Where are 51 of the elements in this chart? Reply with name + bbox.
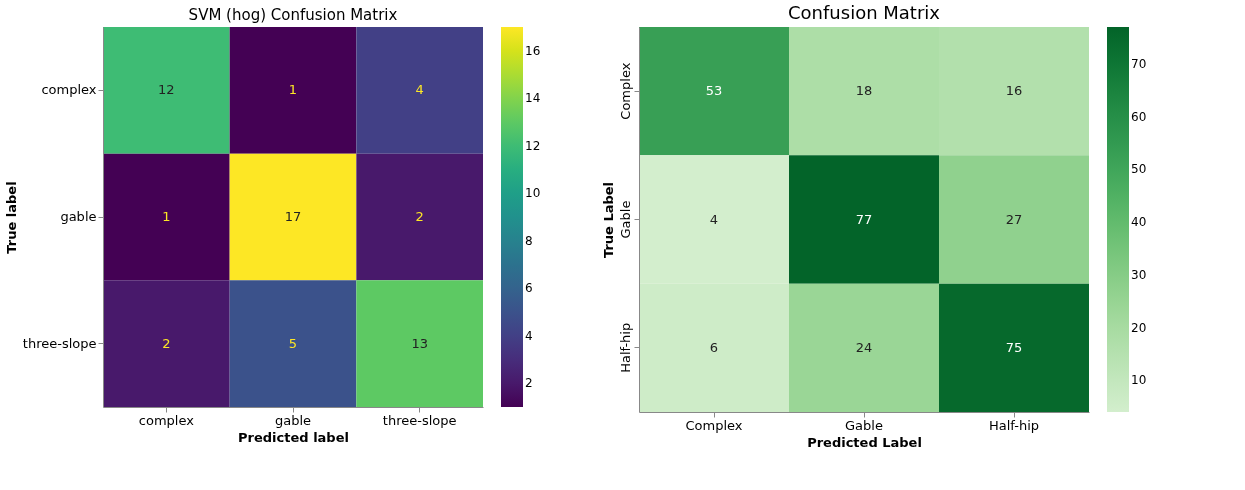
x-tick-label: gable <box>274 412 312 428</box>
y-tick-label: gable <box>60 209 97 224</box>
data-label: 1 <box>288 82 298 98</box>
data-label: 4 <box>415 82 424 98</box>
data-label: 18 <box>855 83 873 99</box>
x-tick-label: Gable <box>845 417 883 433</box>
x-axis-title: Predicted label <box>238 429 349 445</box>
y-axis-title: True Label <box>600 181 616 259</box>
chart-title: SVM (hog) Confusion Matrix <box>188 6 398 24</box>
color-bar-label: 10 <box>1131 373 1147 388</box>
y-tick-label: three-slope <box>22 335 97 351</box>
color-bar-label: 6 <box>525 281 533 296</box>
x-tick-label: Complex <box>685 417 743 433</box>
data-label: 2 <box>415 209 424 224</box>
color-bar-label: 12 <box>525 138 541 153</box>
data-label: 2 <box>162 335 171 351</box>
data-label: 5 <box>288 335 298 351</box>
chart-title: Confusion Matrix <box>788 2 941 23</box>
data-label: 75 <box>1005 339 1023 355</box>
data-label: 1 <box>162 209 171 224</box>
color-bar-label: 16 <box>525 43 541 58</box>
data-label: 77 <box>855 211 873 227</box>
x-tick-label: Half-hip <box>988 417 1040 433</box>
color-bar-label: 70 <box>1131 56 1147 71</box>
data-label: 24 <box>855 339 873 355</box>
color-bar-label: 50 <box>1131 162 1147 177</box>
y-tick-label: Gable <box>617 200 633 239</box>
y-tick-label: complex <box>41 82 97 98</box>
color-bar-label: 60 <box>1131 109 1147 124</box>
data-label: 16 <box>1005 83 1023 99</box>
color-bar-label: 10 <box>525 186 541 201</box>
color-bar-label: 4 <box>525 328 533 343</box>
data-label: 17 <box>284 209 302 224</box>
x-tick-label: three-slope <box>382 412 457 428</box>
x-axis-title: Predicted Label <box>807 434 922 450</box>
data-label: 6 <box>709 339 719 355</box>
data-label: 4 <box>709 211 719 227</box>
color-bar-label: 20 <box>1131 320 1147 335</box>
color-bar-label: 2 <box>525 376 533 391</box>
color-bar-label: 8 <box>525 233 533 248</box>
data-label: 12 <box>158 82 175 98</box>
data-label: 27 <box>1005 211 1023 227</box>
y-axis-title: True label <box>3 181 19 254</box>
color-bar-label: 30 <box>1131 267 1147 282</box>
y-tick-label: Half-hip <box>617 322 633 373</box>
y-tick-label: Complex <box>617 62 633 120</box>
data-label: 13 <box>411 335 428 351</box>
x-tick-label: complex <box>138 412 195 428</box>
data-label: 53 <box>705 83 723 99</box>
color-bar-label: 14 <box>525 91 541 106</box>
color-bar-label: 40 <box>1131 215 1147 230</box>
